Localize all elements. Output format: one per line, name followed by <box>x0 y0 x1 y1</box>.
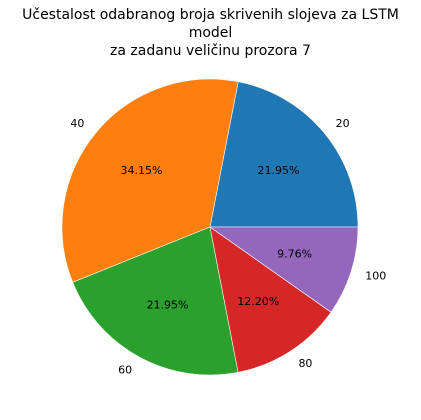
pct-label-60: 21.95% <box>147 298 189 311</box>
chart-title-line-1: Učestalost odabranog broja skrivenih slo… <box>22 7 399 41</box>
slice-label-80: 80 <box>298 357 312 370</box>
pct-label-40: 34.15% <box>121 164 163 177</box>
pct-label-20: 21.95% <box>258 164 300 177</box>
chart-title: Učestalost odabranog broja skrivenih slo… <box>0 6 421 60</box>
pie-slice-40 <box>61 78 239 283</box>
pie-slice-100 <box>209 226 359 313</box>
pie-slice-20 <box>209 81 359 228</box>
pie-slice-80 <box>209 226 332 373</box>
slice-label-40: 40 <box>70 117 84 130</box>
slice-label-60: 60 <box>118 363 132 376</box>
slice-label-20: 20 <box>336 117 350 130</box>
pie-slice-60 <box>72 226 239 376</box>
pct-label-100: 9.76% <box>277 247 312 260</box>
chart-title-line-2: za zadanu veličinu prozora 7 <box>110 43 311 59</box>
pct-label-80: 12.20% <box>237 295 279 308</box>
slice-label-100: 100 <box>365 270 386 283</box>
